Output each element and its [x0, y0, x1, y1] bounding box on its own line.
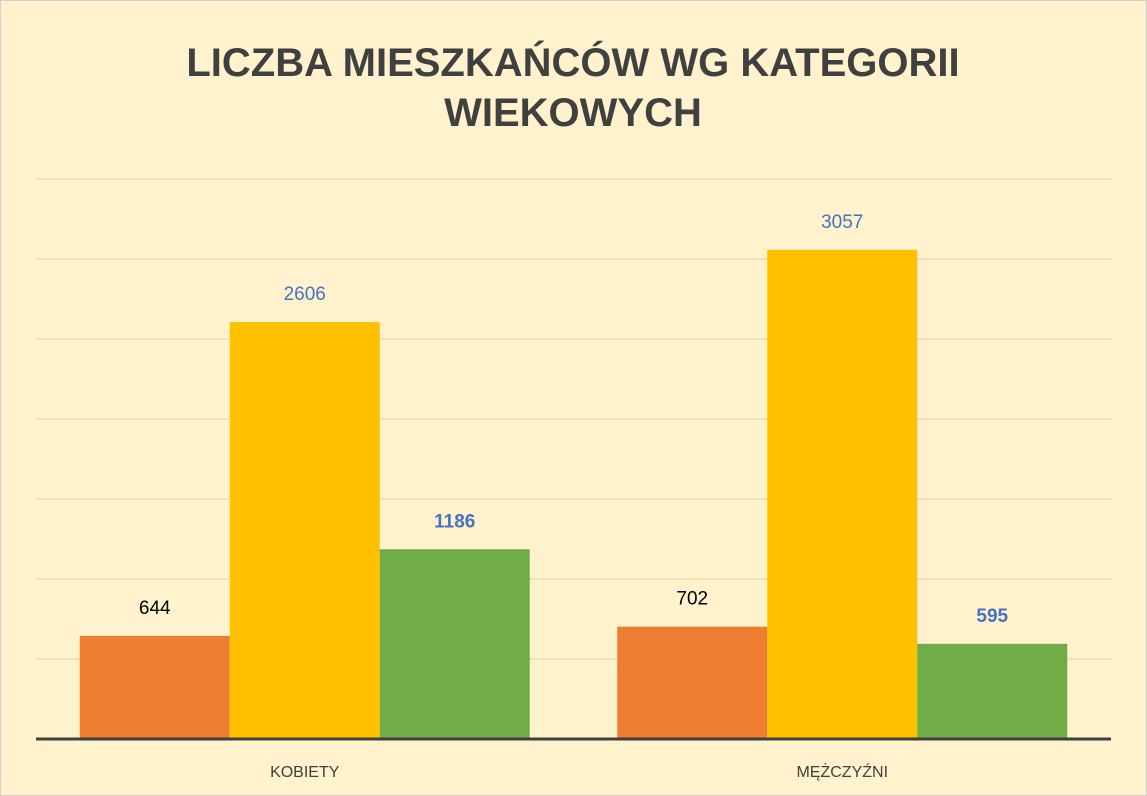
- data-label: 702: [676, 589, 708, 610]
- data-label: 1186: [434, 511, 475, 532]
- bar: [917, 643, 1068, 739]
- chart-title: LICZBA MIESZKAŃCÓW WG KATEGORII WIEKOWYC…: [186, 41, 960, 135]
- bar: [379, 549, 530, 739]
- data-label: 644: [139, 598, 171, 619]
- x-tick-label: MĘŻCZYŹNI: [796, 762, 888, 781]
- bar: [229, 322, 380, 739]
- data-label: 2606: [284, 284, 326, 305]
- data-label: 595: [976, 606, 1008, 627]
- bar: [617, 626, 768, 739]
- x-tick-label: KOBIETY: [270, 764, 340, 781]
- bar: [79, 635, 230, 739]
- data-label: 3057: [821, 212, 863, 233]
- bar: [767, 249, 918, 739]
